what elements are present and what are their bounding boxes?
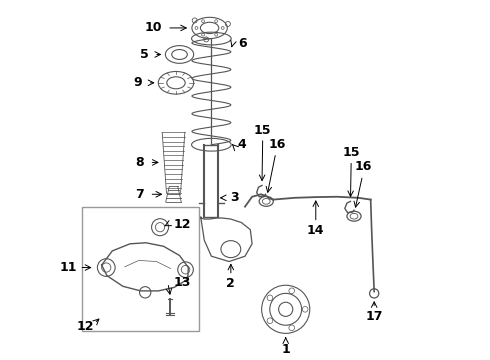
Text: 8: 8: [136, 156, 144, 169]
Text: 15: 15: [254, 123, 271, 136]
Text: 15: 15: [343, 146, 360, 159]
Text: 1: 1: [281, 343, 290, 356]
Text: 16: 16: [268, 138, 286, 151]
Text: 5: 5: [140, 48, 149, 61]
Text: 3: 3: [230, 191, 239, 204]
Bar: [82, 207, 199, 330]
Text: 10: 10: [145, 22, 162, 35]
Text: 6: 6: [238, 37, 246, 50]
Text: 16: 16: [355, 160, 372, 173]
Text: 9: 9: [134, 76, 143, 89]
Text: 11: 11: [59, 261, 77, 274]
Text: 12: 12: [173, 218, 191, 231]
Text: 4: 4: [238, 138, 246, 151]
Text: 12: 12: [76, 320, 94, 333]
Text: 7: 7: [135, 188, 144, 201]
Text: 13: 13: [173, 276, 191, 289]
Text: 17: 17: [366, 310, 383, 323]
Text: 2: 2: [226, 278, 235, 291]
Text: 14: 14: [307, 224, 324, 237]
